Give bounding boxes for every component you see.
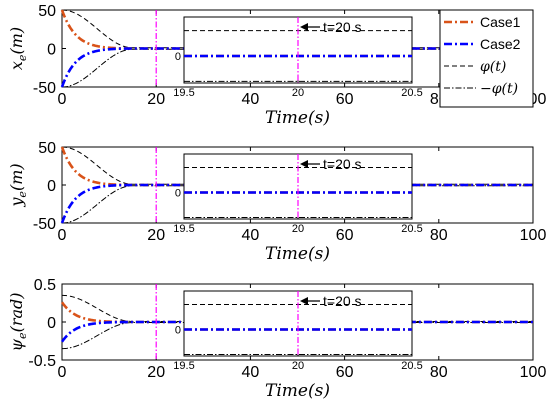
x-tick-label: 100 (520, 364, 547, 381)
x-tick-label: 20 (147, 227, 165, 244)
y-tick-label: 0.5 (34, 277, 56, 294)
inset-x-tick-label: 20 (292, 223, 304, 235)
y-tick-label: 0 (47, 178, 56, 195)
x-tick-label: 80 (430, 364, 448, 381)
y-axis-label: ye(m) (7, 163, 29, 207)
x-tick-label: 60 (336, 227, 354, 244)
y-axis-label: xe(m) (7, 27, 29, 70)
inset-x-tick-label: 19.5 (173, 360, 194, 372)
y-tick-label: -50 (33, 80, 56, 97)
y-tick-label: 0 (47, 42, 56, 59)
x-axis-label: Time(s) (265, 108, 330, 128)
inset-y-tick-label: 0 (175, 51, 181, 63)
legend: Case1 Case2 φ(t) −φ(t) (439, 9, 534, 108)
x-tick-label: 40 (242, 91, 260, 108)
arrow-head (300, 23, 308, 31)
x-axis-label: Time(s) (265, 244, 330, 264)
inset-x-tick-label: 20.5 (401, 223, 422, 235)
legend-box (439, 9, 534, 108)
y-tick-label: 50 (38, 140, 56, 157)
inset-x-tick-label: 19.5 (173, 223, 194, 235)
inset-x-tick-label: 20.5 (401, 360, 422, 372)
inset-3: 19.5 20 20.5 0 t=20 s (173, 290, 423, 372)
x-tick-label: 60 (336, 364, 354, 381)
case2-curve (60, 47, 533, 88)
y-axis-label: ψe(rad) (7, 293, 29, 352)
x-tick-label: 0 (58, 91, 67, 108)
inset-x-tick-label: 19.5 (173, 87, 194, 99)
inset-1: 19.5 20 20.5 0 t=20 s (173, 16, 423, 99)
inset-x-tick-label: 20 (292, 87, 304, 99)
x-tick-label: 40 (242, 227, 260, 244)
y-tick-label: 0 (47, 315, 56, 332)
arrow-head (300, 160, 308, 168)
case2-curve (60, 183, 533, 224)
inset-x-tick-label: 20 (292, 360, 304, 372)
x-tick-label: 80 (430, 227, 448, 244)
x-tick-label: 100 (520, 227, 547, 244)
x-tick-label: 0 (58, 227, 67, 244)
inset-x-tick-label: 20.5 (401, 87, 422, 99)
inset-box (183, 16, 413, 84)
x-tick-label: 40 (242, 364, 260, 381)
arrow-head (300, 297, 308, 305)
legend-label-case2: Case2 (480, 36, 521, 52)
y-tick-label: -0.5 (28, 353, 56, 370)
x-tick-label: 60 (336, 91, 354, 108)
annotation-label: t=20 s (323, 156, 362, 172)
inset-2: 19.5 20 20.5 0 t=20 s (173, 153, 423, 235)
subplot-1: 020406080100500-50xe(m)Time(s)19.52020.5… (7, 3, 546, 128)
x-tick-label: 20 (147, 364, 165, 381)
annotation-label: t=20 s (323, 19, 362, 35)
annotation-label: t=20 s (323, 293, 362, 309)
legend-label-neg_phi: −φ(t) (480, 81, 518, 97)
legend-label-phi: φ(t) (480, 59, 506, 75)
x-axis-label: Time(s) (265, 381, 330, 401)
x-tick-label: 0 (58, 364, 67, 381)
inset-y-tick-label: 0 (175, 325, 181, 337)
legend-label-case1: Case1 (480, 14, 521, 30)
y-tick-label: 50 (38, 3, 56, 20)
x-tick-label: 20 (147, 91, 165, 108)
y-tick-label: -50 (33, 216, 56, 233)
inset-y-tick-label: 0 (175, 188, 181, 200)
